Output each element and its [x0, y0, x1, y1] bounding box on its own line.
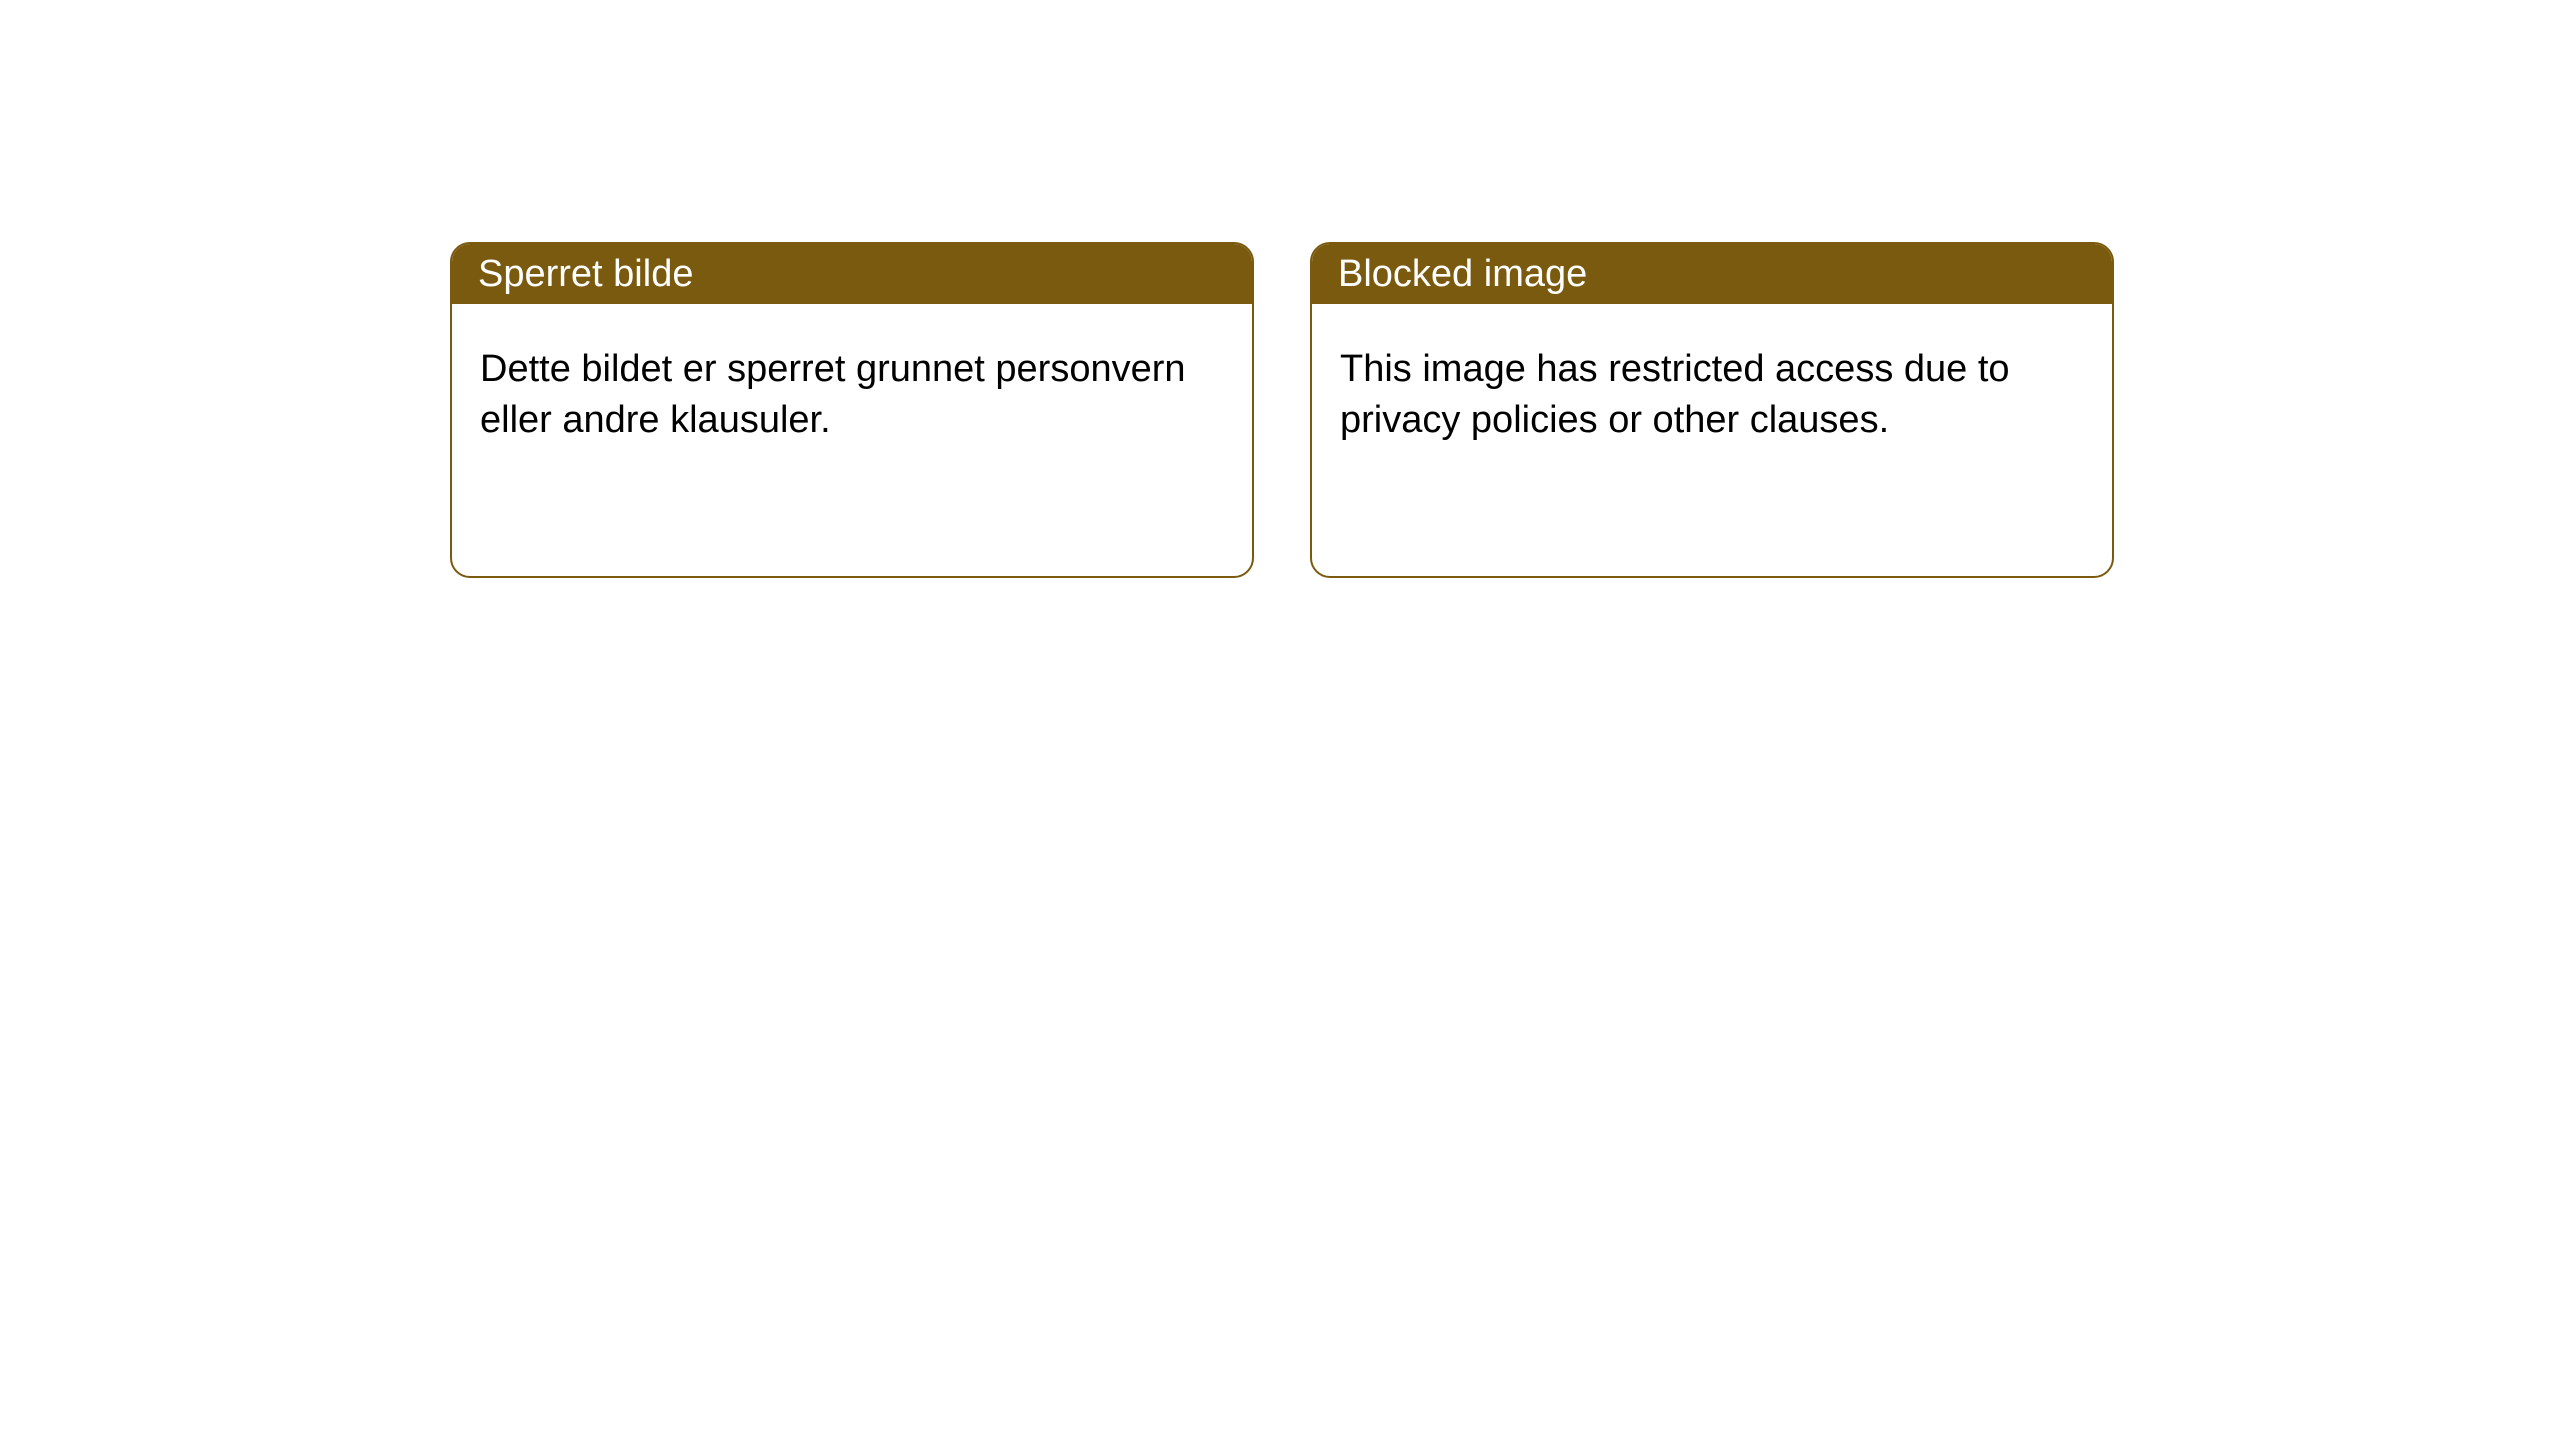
notice-container: Sperret bilde Dette bildet er sperret gr… [0, 0, 2560, 578]
card-header-en: Blocked image [1312, 244, 2112, 304]
blocked-image-card-no: Sperret bilde Dette bildet er sperret gr… [450, 242, 1254, 578]
card-body-en: This image has restricted access due to … [1312, 304, 2112, 487]
blocked-image-card-en: Blocked image This image has restricted … [1310, 242, 2114, 578]
card-body-no: Dette bildet er sperret grunnet personve… [452, 304, 1252, 487]
card-header-no: Sperret bilde [452, 244, 1252, 304]
